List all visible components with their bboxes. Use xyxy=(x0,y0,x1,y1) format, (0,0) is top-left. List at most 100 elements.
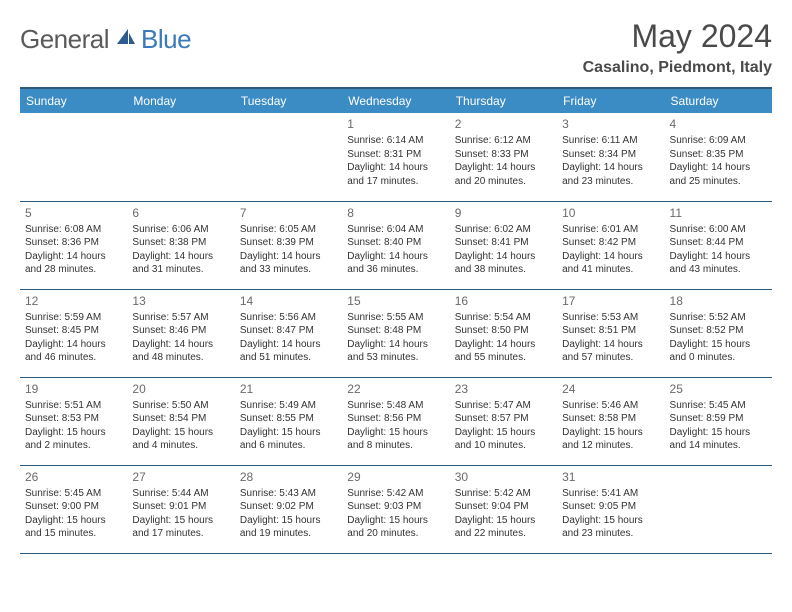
day-info: Sunrise: 5:46 AMSunset: 8:58 PMDaylight:… xyxy=(562,399,659,453)
calendar-cell: 15Sunrise: 5:55 AMSunset: 8:48 PMDayligh… xyxy=(342,289,449,377)
day-info: Sunrise: 6:09 AMSunset: 8:35 PMDaylight:… xyxy=(670,134,767,188)
calendar-cell: 2 Sunrise: 6:12 AMSunset: 8:33 PMDaylight… xyxy=(450,113,557,201)
day-number: 8 xyxy=(347,206,444,220)
calendar-page: General Blue May 2024 Casalino, Piedmont… xyxy=(0,0,792,564)
day-number: 23 xyxy=(455,382,552,396)
day-info: Sunrise: 5:59 AMSunset: 8:45 PMDaylight:… xyxy=(25,311,122,365)
day-number: 12 xyxy=(25,294,122,308)
day-info: Sunrise: 5:42 AMSunset: 9:03 PMDaylight:… xyxy=(347,487,444,541)
day-info: Sunrise: 5:55 AMSunset: 8:48 PMDaylight:… xyxy=(347,311,444,365)
day-number: 11 xyxy=(670,206,767,220)
day-number: 28 xyxy=(240,470,337,484)
logo: General Blue xyxy=(20,24,191,55)
calendar-cell: 27 Sunrise: 5:44 AMSunset: 9:01 PMDayligh… xyxy=(127,465,234,553)
calendar-cell: 25Sunrise: 5:45 AMSunset: 8:59 PMDayligh… xyxy=(665,377,772,465)
day-info: Sunrise: 5:48 AMSunset: 8:56 PMDaylight:… xyxy=(347,399,444,453)
day-info: Sunrise: 5:54 AMSunset: 8:50 PMDaylight:… xyxy=(455,311,552,365)
day-number: 31 xyxy=(562,470,659,484)
day-info: Sunrise: 6:12 AMSunset: 8:33 PMDaylight:… xyxy=(455,134,552,188)
calendar-cell: 28Sunrise: 5:43 AMSunset: 9:02 PMDayligh… xyxy=(235,465,342,553)
calendar-cell: 20Sunrise: 5:50 AMSunset: 8:54 PMDayligh… xyxy=(127,377,234,465)
day-number: 24 xyxy=(562,382,659,396)
calendar-cell: 8 Sunrise: 6:04 AMSunset: 8:40 PMDaylight… xyxy=(342,201,449,289)
calendar-row: 1Sunrise: 6:14 AMSunset: 8:31 PMDaylight… xyxy=(20,113,772,201)
day-header-row: SundayMondayTuesdayWednesdayThursdayFrid… xyxy=(20,88,772,113)
day-number: 26 xyxy=(25,470,122,484)
day-number: 29 xyxy=(347,470,444,484)
calendar-cell: 16Sunrise: 5:54 AMSunset: 8:50 PMDayligh… xyxy=(450,289,557,377)
calendar-cell: 29 Sunrise: 5:42 AMSunset: 9:03 PMDayligh… xyxy=(342,465,449,553)
calendar-row: 12 Sunrise: 5:59 AMSunset: 8:45 PMDayligh… xyxy=(20,289,772,377)
calendar-cell-empty xyxy=(235,113,342,201)
logo-text-blue: Blue xyxy=(141,24,191,55)
day-info: Sunrise: 6:00 AMSunset: 8:44 PMDaylight:… xyxy=(670,223,767,277)
calendar-cell-empty xyxy=(127,113,234,201)
month-title: May 2024 xyxy=(583,18,772,55)
day-info: Sunrise: 5:42 AMSunset: 9:04 PMDaylight:… xyxy=(455,487,552,541)
day-info: Sunrise: 5:44 AMSunset: 9:01 PMDaylight:… xyxy=(132,487,229,541)
day-number: 20 xyxy=(132,382,229,396)
day-number: 18 xyxy=(670,294,767,308)
calendar-cell: 3Sunrise: 6:11 AMSunset: 8:34 PMDaylight… xyxy=(557,113,664,201)
calendar-cell: 18 Sunrise: 5:52 AMSunset: 8:52 PMDayligh… xyxy=(665,289,772,377)
calendar-cell: 26 Sunrise: 5:45 AMSunset: 9:00 PMDayligh… xyxy=(20,465,127,553)
day-info: Sunrise: 6:08 AMSunset: 8:36 PMDaylight:… xyxy=(25,223,122,277)
day-number: 7 xyxy=(240,206,337,220)
day-header: Monday xyxy=(127,88,234,113)
day-number: 3 xyxy=(562,117,659,131)
calendar-cell: 22 Sunrise: 5:48 AMSunset: 8:56 PMDayligh… xyxy=(342,377,449,465)
day-info: Sunrise: 6:01 AMSunset: 8:42 PMDaylight:… xyxy=(562,223,659,277)
day-number: 22 xyxy=(347,382,444,396)
day-info: Sunrise: 5:53 AMSunset: 8:51 PMDaylight:… xyxy=(562,311,659,365)
day-number: 19 xyxy=(25,382,122,396)
header: General Blue May 2024 Casalino, Piedmont… xyxy=(20,18,772,77)
day-number: 21 xyxy=(240,382,337,396)
calendar-row: 5 Sunrise: 6:08 AMSunset: 8:36 PMDaylight… xyxy=(20,201,772,289)
day-info: Sunrise: 5:57 AMSunset: 8:46 PMDaylight:… xyxy=(132,311,229,365)
calendar-cell: 21 Sunrise: 5:49 AMSunset: 8:55 PMDayligh… xyxy=(235,377,342,465)
location: Casalino, Piedmont, Italy xyxy=(583,59,772,77)
day-header: Thursday xyxy=(450,88,557,113)
sail-icon xyxy=(115,27,137,52)
calendar-cell: 23 Sunrise: 5:47 AMSunset: 8:57 PMDayligh… xyxy=(450,377,557,465)
day-info: Sunrise: 5:45 AMSunset: 9:00 PMDaylight:… xyxy=(25,487,122,541)
day-number: 27 xyxy=(132,470,229,484)
calendar-cell: 1Sunrise: 6:14 AMSunset: 8:31 PMDaylight… xyxy=(342,113,449,201)
day-number: 5 xyxy=(25,206,122,220)
day-info: Sunrise: 5:56 AMSunset: 8:47 PMDaylight:… xyxy=(240,311,337,365)
calendar-cell: 17Sunrise: 5:53 AMSunset: 8:51 PMDayligh… xyxy=(557,289,664,377)
day-info: Sunrise: 5:41 AMSunset: 9:05 PMDaylight:… xyxy=(562,487,659,541)
day-info: Sunrise: 5:49 AMSunset: 8:55 PMDaylight:… xyxy=(240,399,337,453)
calendar-cell: 24 Sunrise: 5:46 AMSunset: 8:58 PMDayligh… xyxy=(557,377,664,465)
day-number: 14 xyxy=(240,294,337,308)
day-info: Sunrise: 6:04 AMSunset: 8:40 PMDaylight:… xyxy=(347,223,444,277)
day-header: Wednesday xyxy=(342,88,449,113)
day-number: 13 xyxy=(132,294,229,308)
day-number: 1 xyxy=(347,117,444,131)
day-header: Friday xyxy=(557,88,664,113)
calendar-cell: 14 Sunrise: 5:56 AMSunset: 8:47 PMDayligh… xyxy=(235,289,342,377)
day-number: 6 xyxy=(132,206,229,220)
calendar-cell: 19 Sunrise: 5:51 AMSunset: 8:53 PMDayligh… xyxy=(20,377,127,465)
day-header: Sunday xyxy=(20,88,127,113)
day-info: Sunrise: 5:51 AMSunset: 8:53 PMDaylight:… xyxy=(25,399,122,453)
calendar-cell-empty xyxy=(20,113,127,201)
day-number: 4 xyxy=(670,117,767,131)
calendar-table: SundayMondayTuesdayWednesdayThursdayFrid… xyxy=(20,87,772,554)
calendar-cell: 30Sunrise: 5:42 AMSunset: 9:04 PMDayligh… xyxy=(450,465,557,553)
calendar-cell: 6Sunrise: 6:06 AMSunset: 8:38 PMDaylight… xyxy=(127,201,234,289)
day-info: Sunrise: 5:47 AMSunset: 8:57 PMDaylight:… xyxy=(455,399,552,453)
day-info: Sunrise: 6:05 AMSunset: 8:39 PMDaylight:… xyxy=(240,223,337,277)
day-number: 2 xyxy=(455,117,552,131)
calendar-cell: 12 Sunrise: 5:59 AMSunset: 8:45 PMDayligh… xyxy=(20,289,127,377)
logo-text-general: General xyxy=(20,24,109,55)
day-number: 9 xyxy=(455,206,552,220)
day-number: 25 xyxy=(670,382,767,396)
day-info: Sunrise: 5:52 AMSunset: 8:52 PMDaylight:… xyxy=(670,311,767,365)
calendar-cell: 31 Sunrise: 5:41 AMSunset: 9:05 PMDayligh… xyxy=(557,465,664,553)
day-header: Saturday xyxy=(665,88,772,113)
calendar-cell-empty xyxy=(665,465,772,553)
calendar-body: 1Sunrise: 6:14 AMSunset: 8:31 PMDaylight… xyxy=(20,113,772,553)
calendar-cell: 10Sunrise: 6:01 AMSunset: 8:42 PMDayligh… xyxy=(557,201,664,289)
day-header: Tuesday xyxy=(235,88,342,113)
